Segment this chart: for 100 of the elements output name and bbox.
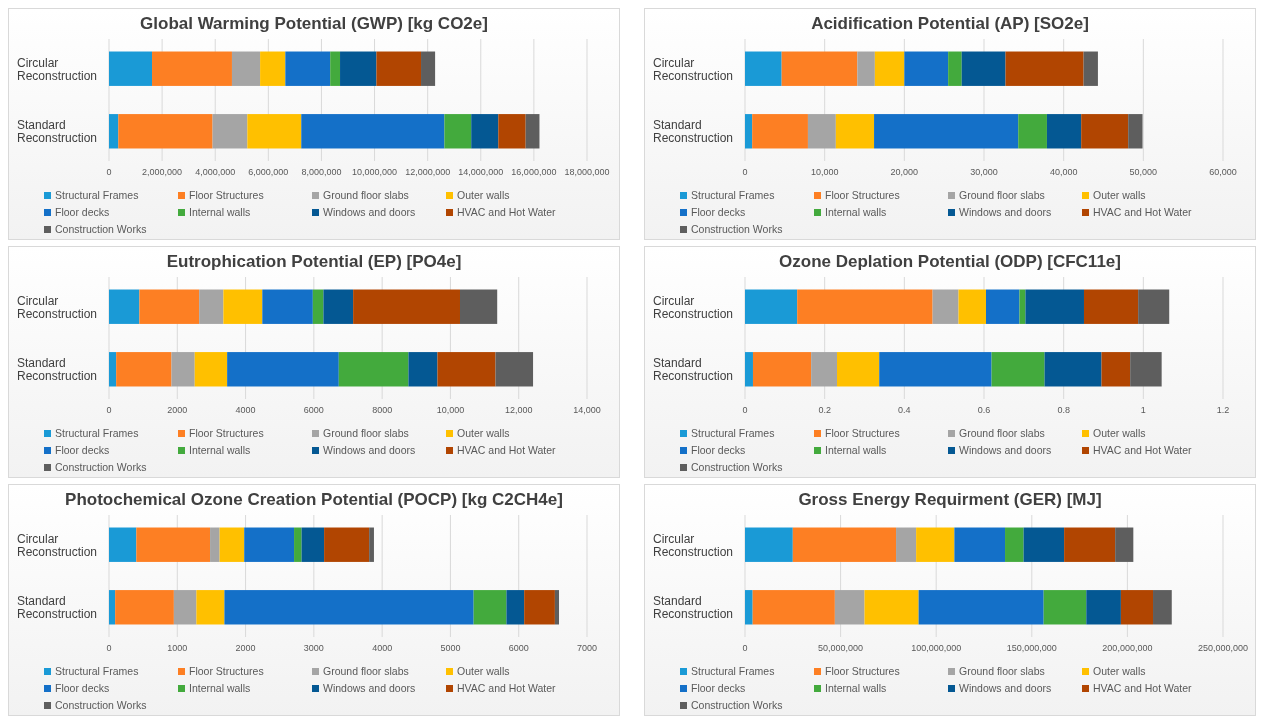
bar bbox=[109, 590, 116, 625]
legend-label: Ground floor slabs bbox=[323, 189, 409, 201]
bar bbox=[954, 527, 1006, 562]
bar bbox=[506, 590, 525, 625]
legend-label: Floor Structures bbox=[825, 665, 900, 677]
bar bbox=[115, 590, 174, 625]
legend-label: Floor decks bbox=[55, 206, 110, 218]
bar bbox=[421, 51, 436, 86]
x-tick-label: 0.4 bbox=[898, 405, 911, 415]
legend-label: Floor decks bbox=[691, 444, 746, 456]
x-tick-label: 0 bbox=[106, 405, 112, 415]
y-tick-label: Circular Reconstruction bbox=[653, 293, 734, 321]
x-tick-label: 14,000 bbox=[573, 405, 601, 415]
legend-label: HVAC and Hot Water bbox=[457, 682, 557, 694]
bar bbox=[109, 527, 137, 562]
x-tick-label: 20,000 bbox=[890, 167, 919, 177]
legend-label: Construction Works bbox=[691, 699, 783, 711]
x-tick-label: 200,000,000 bbox=[1102, 643, 1153, 653]
bar bbox=[444, 114, 472, 149]
bar bbox=[109, 352, 117, 387]
legend-label: Windows and doors bbox=[323, 682, 416, 694]
bar bbox=[835, 114, 875, 149]
bar bbox=[1130, 352, 1162, 387]
chart-title: Acidification Potential (AP) [SO2e] bbox=[811, 14, 1089, 33]
legend-label: Ground floor slabs bbox=[959, 189, 1045, 201]
bar bbox=[109, 51, 153, 86]
x-tick-label: 1 bbox=[1140, 405, 1146, 415]
bar bbox=[811, 352, 838, 387]
chart-title: Global Warming Potential (GWP) [kg CO2e] bbox=[140, 14, 488, 33]
bar bbox=[525, 114, 540, 149]
legend-label: Structural Frames bbox=[55, 665, 139, 677]
bar bbox=[224, 590, 474, 625]
bar bbox=[1115, 527, 1134, 562]
bar bbox=[745, 51, 782, 86]
bar bbox=[294, 527, 302, 562]
bar bbox=[323, 289, 354, 324]
bar bbox=[262, 289, 313, 324]
legend-label: HVAC and Hot Water bbox=[1093, 206, 1193, 218]
x-tick-label: 16,000,000 bbox=[511, 167, 557, 177]
bar bbox=[1086, 590, 1121, 625]
bar bbox=[1064, 527, 1116, 562]
bar bbox=[260, 51, 286, 86]
bar bbox=[752, 114, 808, 149]
x-tick-label: 50,000,000 bbox=[818, 643, 864, 653]
bar bbox=[353, 289, 460, 324]
x-tick-label: 2,000,000 bbox=[142, 167, 183, 177]
chart-title: Photochemical Ozone Creation Potential (POCP) [kg C2CH4e] bbox=[65, 490, 563, 509]
y-tick-label: Standard Reconstruction bbox=[17, 356, 98, 384]
bar bbox=[244, 527, 295, 562]
bar bbox=[471, 114, 499, 149]
bar bbox=[301, 527, 325, 562]
legend-label: Floor Structures bbox=[825, 189, 900, 201]
bar bbox=[745, 590, 753, 625]
bar bbox=[958, 289, 986, 324]
legend-label: Outer walls bbox=[457, 189, 510, 201]
x-tick-label: 1000 bbox=[167, 643, 188, 653]
bar bbox=[837, 352, 880, 387]
bar bbox=[985, 289, 1020, 324]
legend-label: Construction Works bbox=[55, 223, 147, 235]
legend-label: Floor decks bbox=[55, 444, 110, 456]
x-tick-label: 40,000 bbox=[1049, 167, 1078, 177]
bar bbox=[227, 352, 339, 387]
x-tick-label: 0 bbox=[742, 405, 748, 415]
bar bbox=[879, 352, 992, 387]
chart-title: Ozone Deplation Potential (ODP) [CFC11e] bbox=[779, 252, 1121, 271]
bar bbox=[223, 289, 263, 324]
bar bbox=[116, 352, 172, 387]
legend-label: HVAC and Hot Water bbox=[457, 444, 557, 456]
bar bbox=[1120, 590, 1154, 625]
bar bbox=[1153, 590, 1172, 625]
x-tick-label: 30,000 bbox=[970, 167, 998, 177]
bar bbox=[1023, 527, 1065, 562]
legend-label: Outer walls bbox=[457, 427, 510, 439]
x-tick-label: 0 bbox=[106, 167, 112, 177]
bar bbox=[459, 289, 498, 324]
legend-label: Structural Frames bbox=[691, 189, 775, 201]
bar bbox=[834, 590, 865, 625]
legend-label: Outer walls bbox=[457, 665, 510, 677]
bar bbox=[196, 590, 225, 625]
legend-label: Floor Structures bbox=[189, 665, 264, 677]
bar bbox=[194, 352, 228, 387]
bar bbox=[473, 590, 507, 625]
legend-label: Construction Works bbox=[691, 461, 783, 473]
bar bbox=[231, 51, 261, 86]
bar bbox=[1046, 114, 1082, 149]
bar bbox=[109, 114, 119, 149]
bar bbox=[139, 289, 200, 324]
bar bbox=[874, 51, 905, 86]
y-tick-label: Circular Reconstruction bbox=[653, 55, 734, 83]
bar bbox=[904, 51, 949, 86]
bar bbox=[554, 590, 559, 625]
legend-label: Structural Frames bbox=[55, 427, 139, 439]
bar bbox=[864, 590, 919, 625]
bar bbox=[991, 352, 1045, 387]
x-tick-label: 60,000 bbox=[1209, 167, 1237, 177]
bar bbox=[330, 51, 341, 86]
y-tick-label: Circular Reconstruction bbox=[17, 293, 98, 321]
bar bbox=[1044, 352, 1102, 387]
x-tick-label: 8,000,000 bbox=[301, 167, 342, 177]
legend-label: Windows and doors bbox=[959, 682, 1052, 694]
